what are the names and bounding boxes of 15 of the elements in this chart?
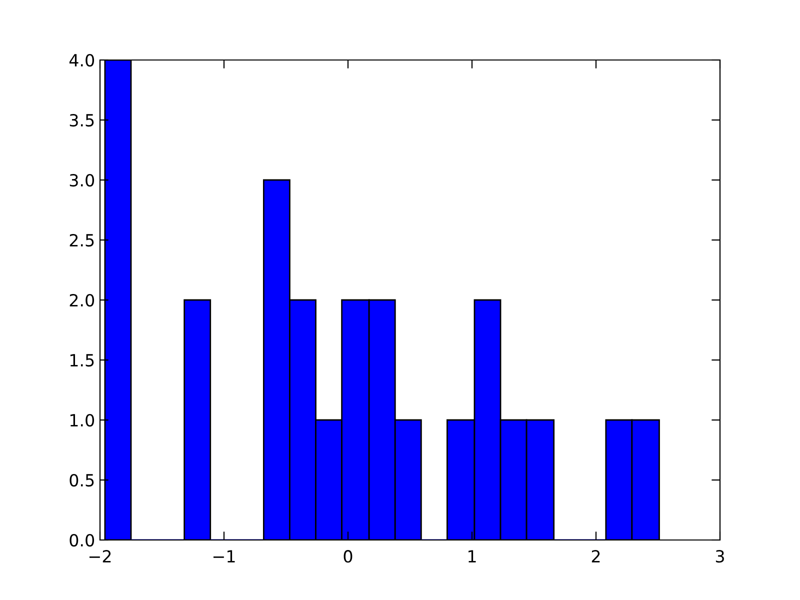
- x-tick-label: 0: [344, 550, 352, 563]
- y-tick-label: 2.5: [70, 234, 94, 247]
- y-tick-label: 3.5: [70, 114, 94, 127]
- x-tick-label: 3: [716, 550, 724, 563]
- x-tick-label: 2: [592, 550, 600, 562]
- x-tick-label: −2: [89, 550, 111, 562]
- x-tick-label: 1: [468, 550, 476, 562]
- y-tick-label: 1.5: [70, 354, 94, 367]
- y-tick-label: 1.0: [70, 414, 94, 427]
- y-tick-label: 0.0: [70, 534, 94, 547]
- x-tick-label: −1: [213, 550, 235, 562]
- y-tick-label: 0.5: [70, 474, 94, 487]
- y-tick-label: 2.0: [70, 294, 94, 307]
- y-tick-label: 3.0: [70, 174, 94, 187]
- y-tick-label: 4.0: [69, 54, 94, 67]
